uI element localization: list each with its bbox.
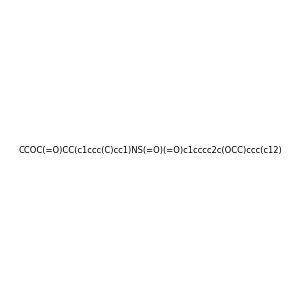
Text: CCOC(=O)CC(c1ccc(C)cc1)NS(=O)(=O)c1cccc2c(OCC)ccc(c12): CCOC(=O)CC(c1ccc(C)cc1)NS(=O)(=O)c1cccc2… (18, 146, 282, 154)
